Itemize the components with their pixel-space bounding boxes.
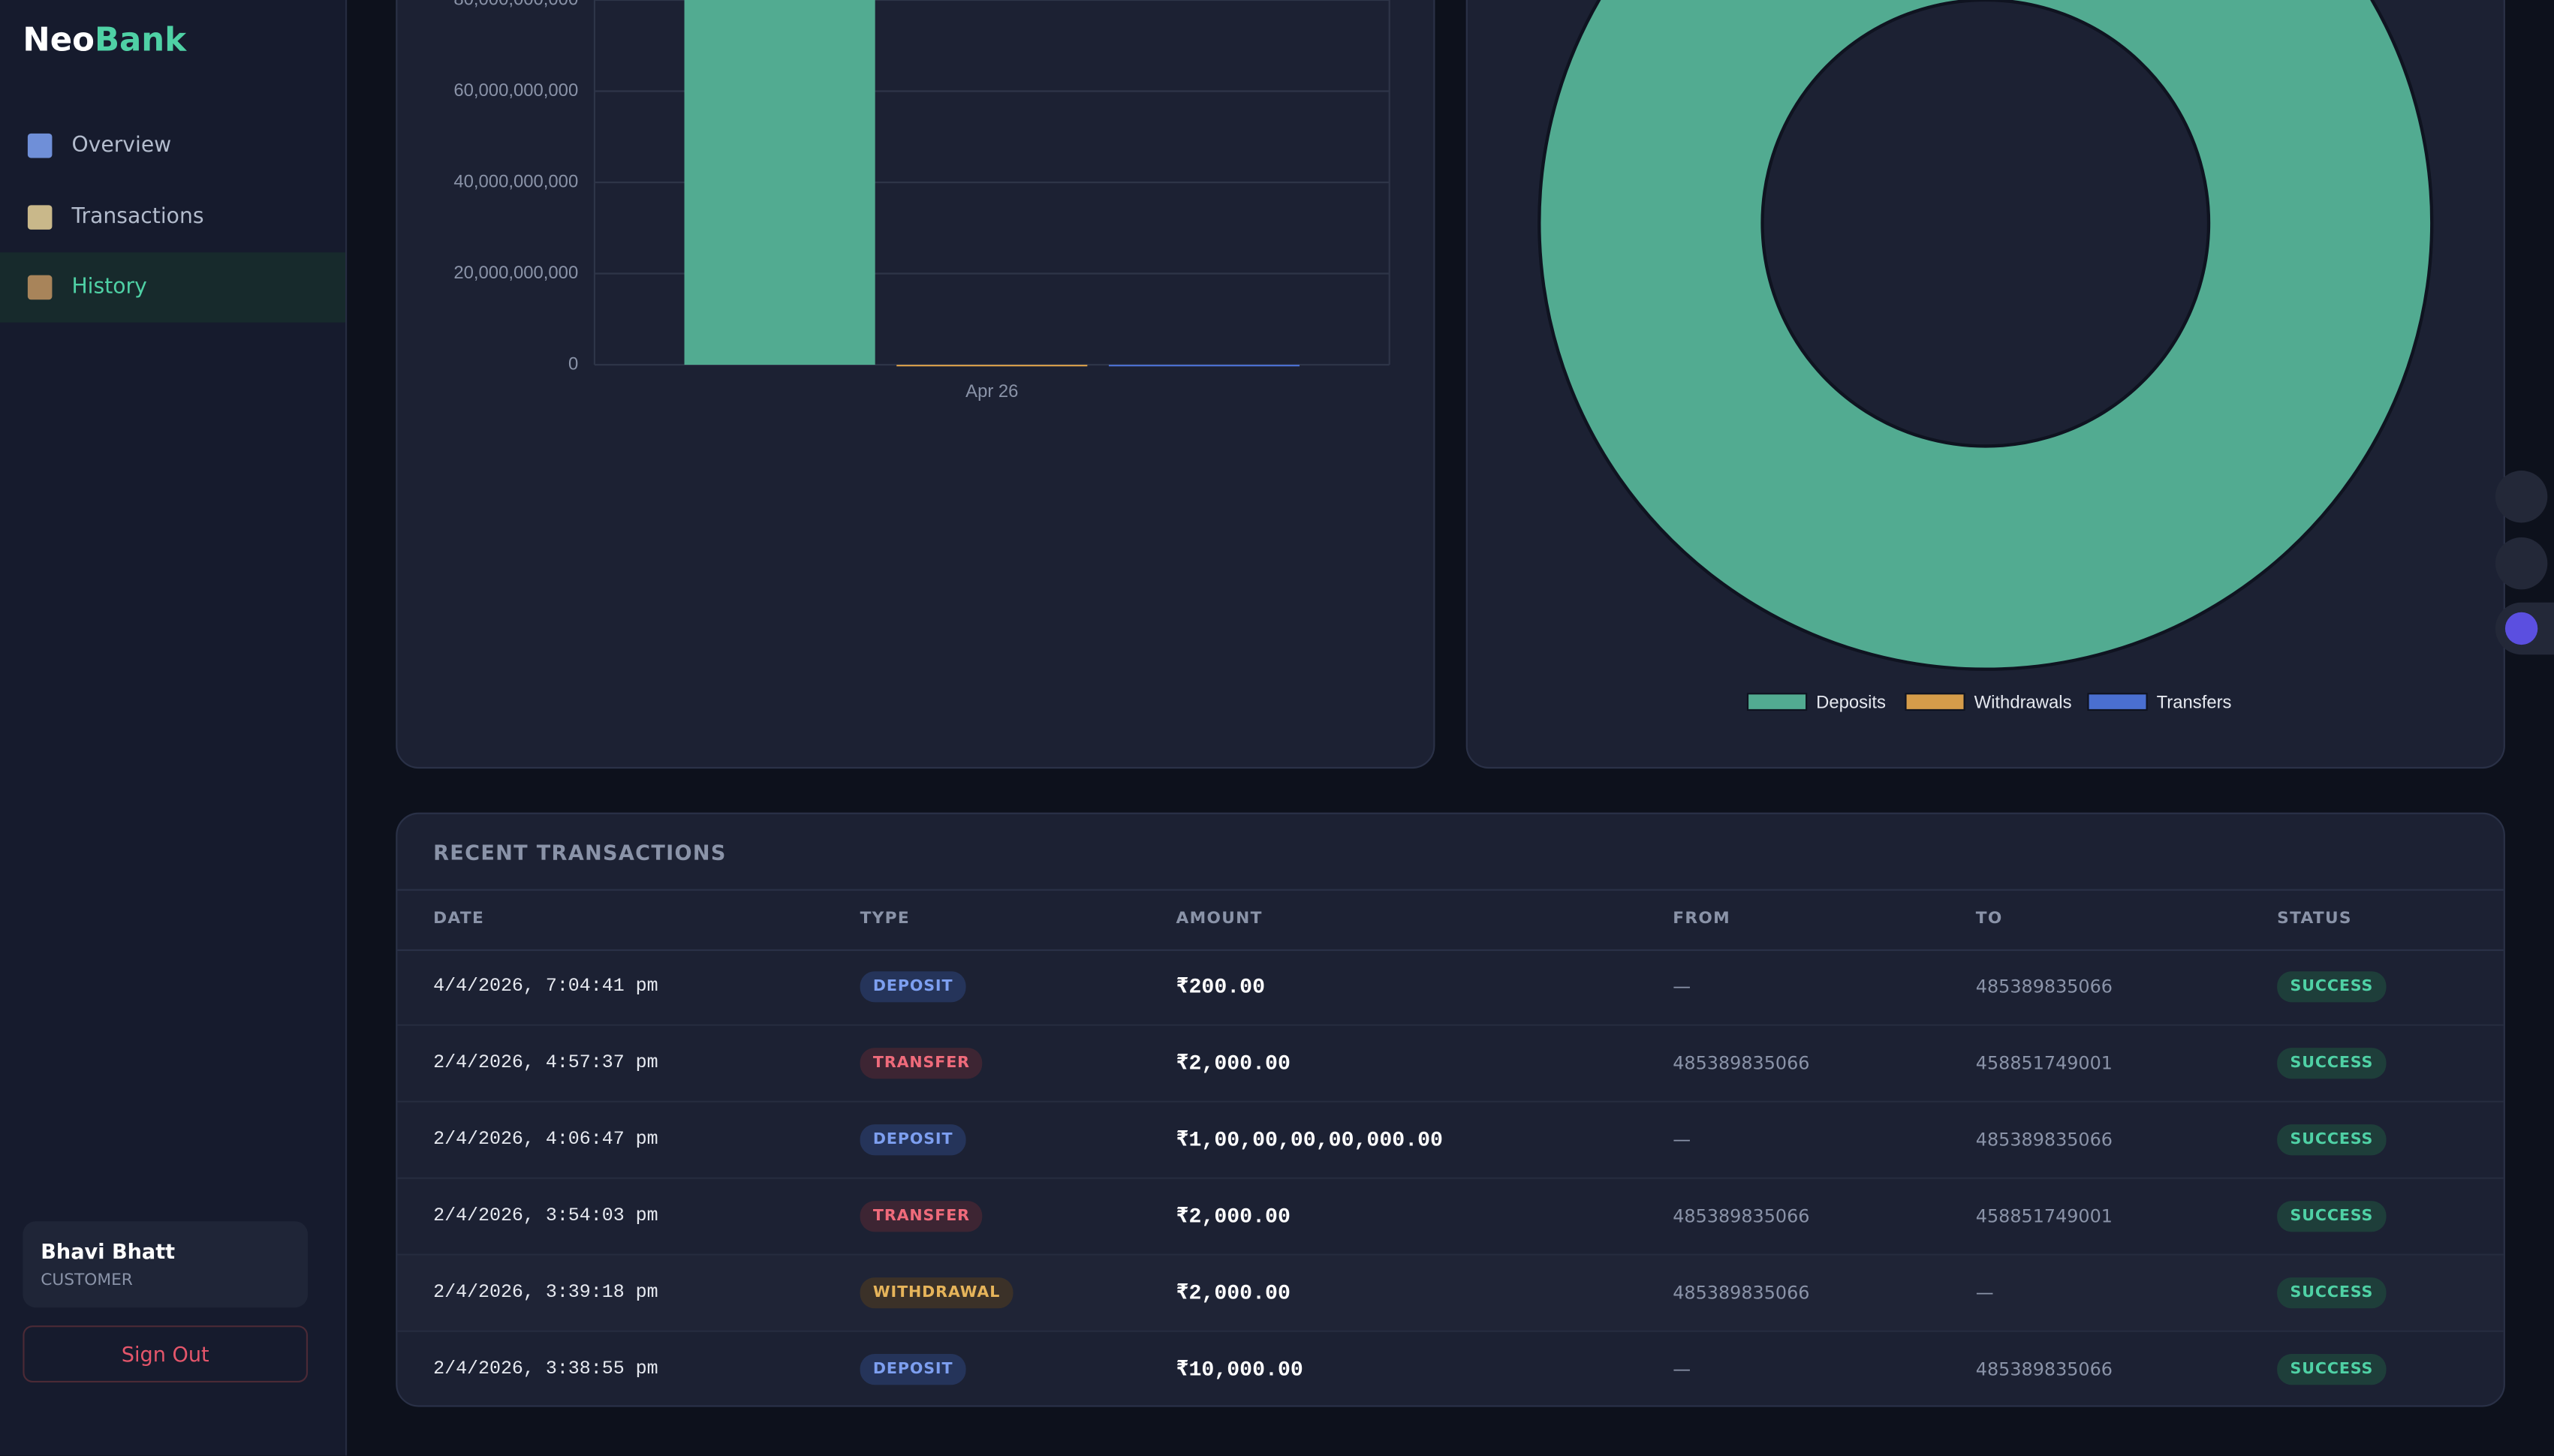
assistant-button[interactable] [2495,602,2554,655]
column-header: STATUS [2277,910,2352,928]
user-name: Bhavi Bhatt [41,1239,176,1264]
donut-slice [1538,0,2434,671]
date: 2/4/2026, 3:39:18 pm [433,1282,658,1304]
nav-item[interactable]: Transactions [0,182,345,252]
bar [896,364,1088,367]
status-badge: SUCCESS [2277,1354,2387,1385]
bar [684,0,875,365]
table-row [397,949,2504,1026]
y-tick-label: 60,000,000,000 [453,80,578,101]
amount: ₹2,000.00 [1176,1051,1291,1076]
y-tick-label: 80,000,000,000 [453,0,578,9]
date: 2/4/2026, 4:06:47 pm [433,1129,658,1151]
legend-label: Transfers [2157,693,2232,713]
nav-item[interactable]: Overview [0,111,345,181]
to-account: 458851749001 [1975,1205,2113,1227]
column-header: DATE [433,910,485,928]
user-role: CUSTOMER [41,1271,133,1290]
date: 2/4/2026, 3:38:55 pm [433,1358,658,1380]
amount: ₹2,000.00 [1176,1204,1291,1229]
table-card: RECENT TRANSACTIONS DATE TYPE AMOUNT FROM TO… [396,812,2505,1407]
date: 2/4/2026, 4:57:37 pm [433,1052,658,1074]
bar [1108,364,1300,367]
nav-item[interactable]: History [0,252,345,323]
to-account: — [1975,1282,1994,1304]
type-badge: DEPOSIT [860,1354,966,1385]
legend-swatch [1905,693,1965,711]
user-card: Bhavi Bhatt CUSTOMER [23,1221,309,1308]
from-account: 485389835066 [1673,1282,1810,1304]
status-badge: SUCCESS [2277,1048,2387,1079]
brand: NeoBank [23,20,186,59]
column-header: FROM [1673,910,1731,928]
legend-swatch [1746,693,1808,711]
to-account: 485389835066 [1975,1358,2113,1380]
status-badge: SUCCESS [2277,1124,2387,1156]
amount: ₹10,000.00 [1176,1357,1303,1382]
from-account: 485389835066 [1673,1205,1810,1227]
column-header: TYPE [860,910,911,928]
table-header [397,889,2504,952]
table-row [397,1255,2504,1332]
brand-part: Bank [94,20,187,59]
table-row [397,1103,2504,1179]
amount: ₹200.00 [1176,974,1266,1000]
column-header: TO [1975,910,2003,928]
type-badge: TRANSFER [860,1201,983,1232]
from-account: — [1673,1129,1691,1151]
from-account: — [1673,976,1691,997]
to-account: 458851749001 [1975,1052,2113,1074]
bar-card [396,0,1435,769]
status-badge: SUCCESS [2277,1277,2387,1309]
y-tick-label: 20,000,000,000 [453,263,578,283]
y-tick-label: 0 [568,353,578,374]
apps-button[interactable] [2495,537,2548,590]
sidebar: NeoBank Overview Transactions History Bh… [0,0,348,1456]
type-badge: WITHDRAWAL [860,1277,1013,1309]
translate-button[interactable] [2495,471,2548,523]
table-row [397,1179,2504,1256]
brand-part: Neo [23,20,95,59]
from-account: — [1673,1358,1691,1380]
table-row [397,1026,2504,1103]
column-header: AMOUNT [1176,910,1263,928]
legend-swatch [2087,693,2148,711]
x-tick-label: Apr 26 [965,381,1018,402]
nav-label: Transactions [71,205,204,230]
date: 2/4/2026, 3:54:03 pm [433,1205,658,1227]
from-account: 485389835066 [1673,1052,1810,1074]
sign-out-button[interactable]: Sign Out [23,1325,309,1383]
type-badge: DEPOSIT [860,971,966,1003]
amount: ₹1,00,00,00,00,000.00 [1176,1127,1443,1153]
legend-label: Deposits [1816,693,1886,713]
nav-label: History [71,275,147,300]
type-badge: DEPOSIT [860,1124,966,1156]
status-badge: SUCCESS [2277,971,2387,1003]
table-title: RECENT TRANSACTIONS [433,840,727,865]
y-tick-label: 40,000,000,000 [453,171,578,191]
status-badge: SUCCESS [2277,1201,2387,1232]
legend-label: Withdrawals [1974,693,2072,713]
to-account: 485389835066 [1975,1129,2113,1151]
floating-tools [2495,471,2554,675]
to-account: 485389835066 [1975,976,2113,997]
amount: ₹2,000.00 [1176,1280,1291,1305]
type-badge: TRANSFER [860,1048,983,1079]
date: 4/4/2026, 7:04:41 pm [433,976,658,997]
nav-label: Overview [71,133,172,158]
